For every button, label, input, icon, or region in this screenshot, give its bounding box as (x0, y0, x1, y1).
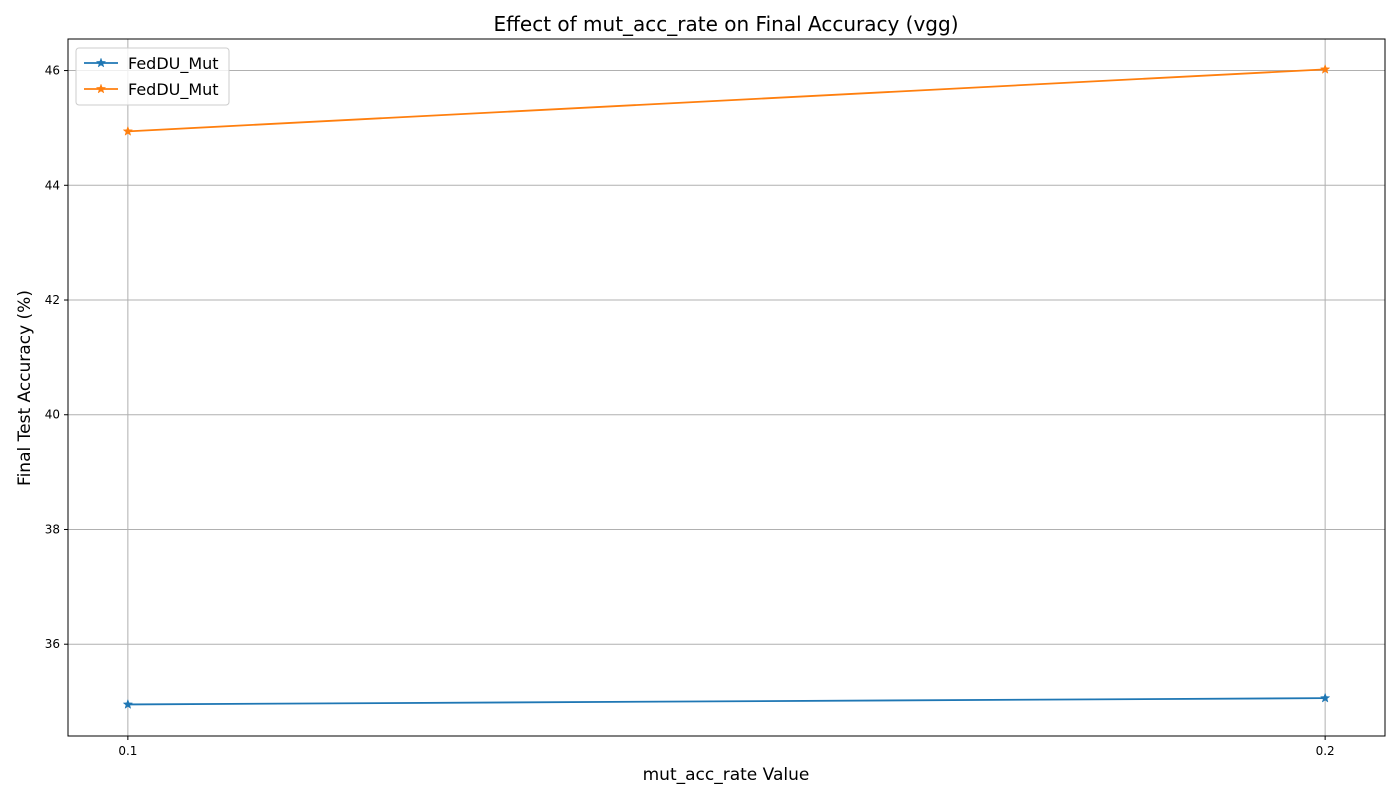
data-point-series-1 (1319, 692, 1331, 703)
data-point-series-2 (122, 125, 134, 136)
chart-title: Effect of mut_acc_rate on Final Accuracy… (494, 12, 959, 36)
legend-label: FedDU_Mut (128, 80, 219, 100)
data-point-series-2 (1319, 63, 1331, 74)
data-point-series-1 (122, 698, 134, 709)
plot-frame (67, 38, 1386, 737)
y-axis-label: Final Test Accuracy (%) (15, 290, 35, 486)
y-tick-label: 38 (45, 522, 60, 536)
series-line-2 (127, 68, 1326, 133)
series-line-1 (127, 697, 1326, 706)
y-tick-label: 42 (45, 293, 60, 307)
plot-area (122, 63, 1331, 709)
y-tick-label: 44 (45, 178, 60, 192)
x-tick-label: 0.1 (118, 744, 137, 758)
x-axis-label: mut_acc_rate Value (643, 765, 810, 785)
y-tick-label: 40 (45, 408, 60, 422)
legend-label: FedDU_Mut (128, 54, 219, 74)
y-tick-label: 36 (45, 637, 60, 651)
gridlines (68, 39, 1385, 736)
y-tick-label: 46 (45, 64, 60, 78)
legend: FedDU_Mut FedDU_Mut (75, 47, 230, 106)
x-tick-label: 0.2 (1316, 744, 1335, 758)
legend-marker (95, 83, 107, 94)
axis-ticks: 36 38 40 42 44 46 0.1 0.2 (45, 64, 1335, 758)
legend-marker (95, 57, 107, 68)
